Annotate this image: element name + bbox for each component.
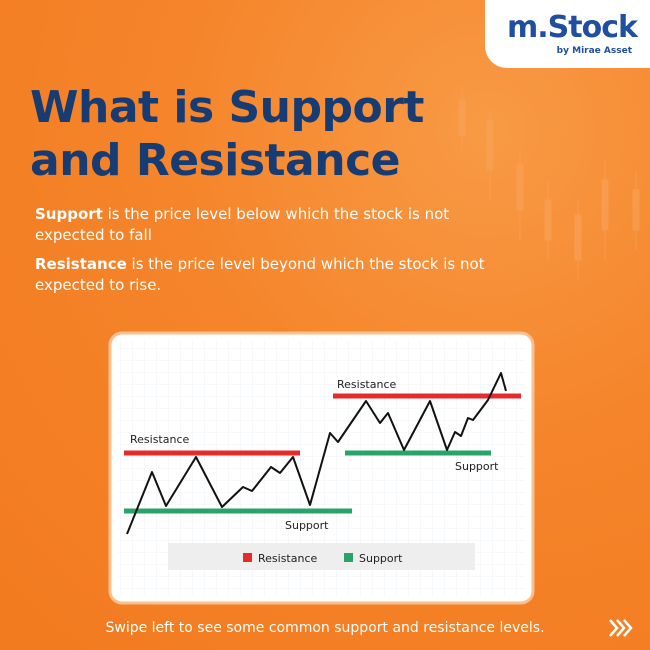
title: What is Support: [30, 82, 424, 133]
legend-swatch: [243, 553, 252, 562]
legend-label: Resistance: [258, 552, 318, 565]
term: Support: [35, 205, 103, 223]
label: Resistance: [130, 433, 190, 446]
term: Resistance: [35, 255, 127, 273]
tagline: by Mirae Asset: [556, 46, 632, 56]
definition-text: is the price level below which the stock…: [35, 205, 450, 244]
price-line: [126, 372, 507, 535]
label: Support: [455, 460, 499, 473]
swipe-arrows: [609, 619, 633, 637]
definition-text: is the price level beyond which the stoc…: [35, 255, 485, 294]
footer: Swipe left to see some common support an…: [105, 620, 545, 636]
label: Support: [285, 519, 329, 532]
logo: m.Stock by Mirae Asset: [485, 0, 650, 68]
label: Resistance: [337, 378, 397, 391]
brand: m.Stock: [507, 10, 638, 45]
legend-label: Support: [359, 552, 403, 565]
definition: Resistance is the price level beyond whi…: [35, 254, 505, 296]
legend: [168, 543, 475, 570]
definition: Support is the price level below which t…: [35, 204, 505, 246]
title: and Resistance: [30, 135, 401, 186]
legend-swatch: [344, 553, 353, 562]
